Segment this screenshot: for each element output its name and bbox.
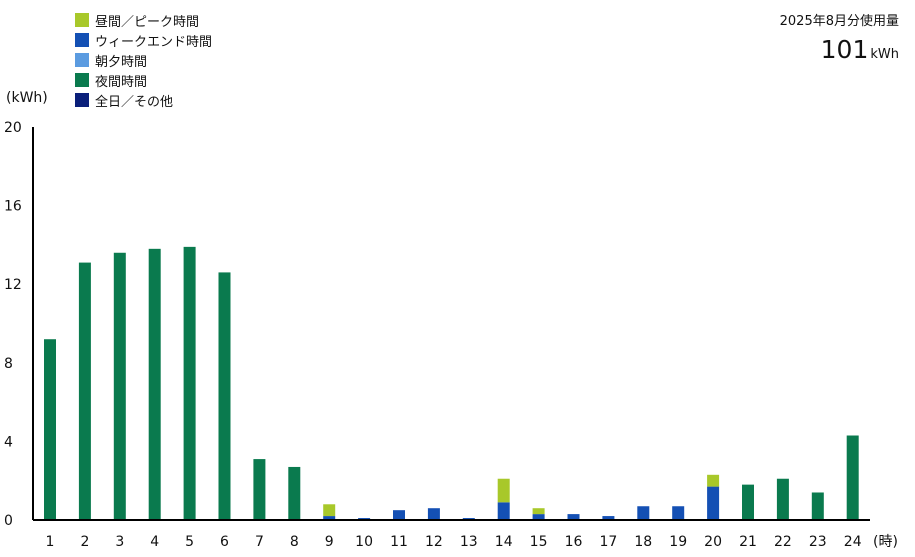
x-tick-label: 11 [390,534,408,550]
y-axis-unit-label: (kWh) [6,90,48,106]
bar-segment [497,478,510,503]
legend-label-morning-evening: 朝夕時間 [95,54,148,70]
bar-segment [183,246,196,521]
y-tick-label: 4 [4,434,13,450]
y-tick-label: 12 [4,277,22,293]
bar-segment [393,510,405,520]
x-tick-label: 15 [530,534,548,550]
bar-segment [637,506,650,520]
legend-swatch-allday-other [75,93,89,107]
bar-segment [148,248,161,520]
bar-segment [707,474,720,487]
legend-item-allday-other: 全日／その他 [75,90,212,110]
legend-label-allday-other: 全日／その他 [95,94,174,110]
bar-segment [253,459,266,520]
x-ticks-group: 1 2 3 4 5 6 7 8 9 10 11 12 13 14 15 16 17 18 19 20 21 22 23 24 [46,534,862,550]
legend-swatch-daytime-peak [75,13,89,27]
y-tick-label: 0 [4,513,13,529]
bar-segment [776,478,789,520]
x-tick-label: 8 [290,534,299,550]
x-tick-label: 18 [634,534,652,550]
x-tick-label: 10 [355,534,373,550]
x-tick-label: 2 [80,534,89,550]
bar-segment [811,492,824,520]
x-tick-label: 21 [739,534,757,550]
usage-total-value: 101 [820,35,869,64]
legend-item-night: 夜間時間 [75,70,212,90]
x-tick-label: 16 [565,534,583,550]
x-tick-label: 6 [220,534,229,550]
y-tick-label: 20 [4,120,22,136]
x-tick-label: 5 [185,534,194,550]
x-tick-label: 14 [495,534,513,550]
legend-label-daytime-peak: 昼間／ピーク時間 [95,14,200,30]
bar-segment [602,516,615,520]
bars-group [44,246,859,521]
legend-swatch-morning-evening [75,53,89,67]
x-tick-label: 17 [599,534,617,550]
usage-period-label: 2025年8月分使用量 [779,14,899,29]
bar-segment [113,252,126,520]
y-ticks-group: 0 4 8 12 16 20 [4,120,22,529]
bar-segment [44,339,56,520]
legend-label-night: 夜間時間 [95,74,148,90]
legend-item-morning-evening: 朝夕時間 [75,50,212,70]
x-tick-label: 9 [325,534,334,550]
bar-segment [532,508,545,515]
legend-swatch-night [75,73,89,87]
x-tick-label: 20 [704,534,722,550]
bar-segment [567,514,580,520]
usage-total: 101 kWh [780,35,899,64]
bar-segment [672,506,685,520]
x-tick-label: 3 [115,534,124,550]
bar-segment [497,502,510,520]
bar-segment [427,508,440,520]
x-tick-label: 13 [460,534,478,550]
x-tick-label: 22 [774,534,792,550]
bar-segment [846,435,859,520]
usage-summary: 2025年8月分使用量 101 kWh [780,10,899,64]
bar-segment [532,514,545,520]
legend-label-weekend: ウィークエンド時間 [95,34,213,50]
x-axis-unit-label: (時) [873,534,898,550]
x-tick-label: 1 [46,534,55,550]
x-tick-label: 19 [669,534,687,550]
bar-segment [707,486,720,520]
bar-segment [323,504,336,517]
legend-item-daytime-peak: 昼間／ピーク時間 [75,10,212,30]
bar-segment [288,466,301,520]
bar-segment [218,272,231,520]
x-tick-label: 4 [150,534,159,550]
bar-segment [78,262,91,520]
bar-segment [742,484,754,520]
legend-item-weekend: ウィークエンド時間 [75,30,212,50]
y-tick-label: 8 [4,356,13,372]
x-tick-label: 12 [425,534,443,550]
legend-swatch-weekend [75,33,89,47]
x-tick-label: 23 [809,534,827,550]
usage-total-unit: kWh [870,47,899,62]
y-tick-label: 16 [4,199,22,215]
chart-legend: 昼間／ピーク時間 ウィークエンド時間 朝夕時間 夜間時間 全日／その他 [75,10,212,110]
bar-segment [323,516,336,520]
x-tick-label: 7 [255,534,264,550]
x-tick-label: 24 [844,534,862,550]
